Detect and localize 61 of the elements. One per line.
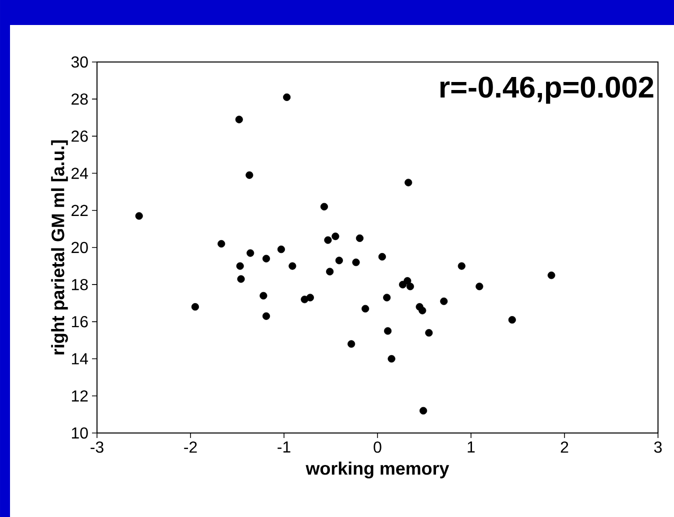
point <box>135 212 143 220</box>
point <box>191 303 199 311</box>
x-tick-label: 2 <box>560 442 568 453</box>
point <box>383 294 391 302</box>
point <box>236 262 244 270</box>
y-tick-label: 16 <box>72 316 88 328</box>
point <box>420 406 428 415</box>
y-tick-label: 10 <box>72 427 88 439</box>
point <box>306 294 314 302</box>
point <box>384 327 392 335</box>
x-tick-label: 1 <box>468 442 475 452</box>
point <box>348 340 356 348</box>
x-tick-label: 0 <box>374 442 382 453</box>
y-tick-label: 14 <box>72 353 88 364</box>
point <box>237 275 245 283</box>
point <box>404 178 412 186</box>
point <box>418 306 426 314</box>
point <box>508 316 516 324</box>
point <box>362 304 370 312</box>
x-tick-label: -3 <box>90 442 104 453</box>
point <box>406 282 414 290</box>
point <box>458 262 466 270</box>
point <box>246 249 254 257</box>
point <box>300 296 308 304</box>
point <box>262 312 270 320</box>
x-tick-label: -2 <box>184 442 197 453</box>
point <box>246 171 254 179</box>
point <box>260 292 268 300</box>
point <box>283 93 291 102</box>
y-tick-label: 18 <box>72 278 88 290</box>
point <box>324 236 332 244</box>
point <box>335 256 343 264</box>
point <box>326 268 334 276</box>
point <box>262 254 270 262</box>
point <box>388 355 396 363</box>
y-tick-label: 26 <box>72 130 88 142</box>
point <box>218 240 226 248</box>
point <box>476 282 484 290</box>
annotation: r=-0.46,p=0.002 <box>440 76 654 104</box>
y-tick-label: 30 <box>71 56 88 68</box>
point <box>235 116 243 124</box>
point <box>332 232 340 240</box>
y-tick-label: 28 <box>72 93 88 105</box>
y-tick-label: 24 <box>72 168 88 179</box>
point <box>404 277 412 285</box>
point <box>356 234 364 242</box>
y-axis-title: right parietal GM ml [a.u.] <box>51 140 68 354</box>
y-tick-label: 22 <box>72 204 88 216</box>
point <box>277 246 285 254</box>
point <box>440 297 448 306</box>
x-axis-title: working memory <box>306 462 450 478</box>
y-tick-label: 20 <box>72 242 88 254</box>
point <box>288 262 296 270</box>
point <box>352 258 360 266</box>
x-tick-label: 3 <box>654 442 662 453</box>
point <box>378 252 386 261</box>
y-tick-label: 12 <box>72 390 88 402</box>
x-tick-label: -1 <box>278 442 290 452</box>
point <box>425 329 433 337</box>
point <box>548 272 556 280</box>
point <box>320 202 328 210</box>
